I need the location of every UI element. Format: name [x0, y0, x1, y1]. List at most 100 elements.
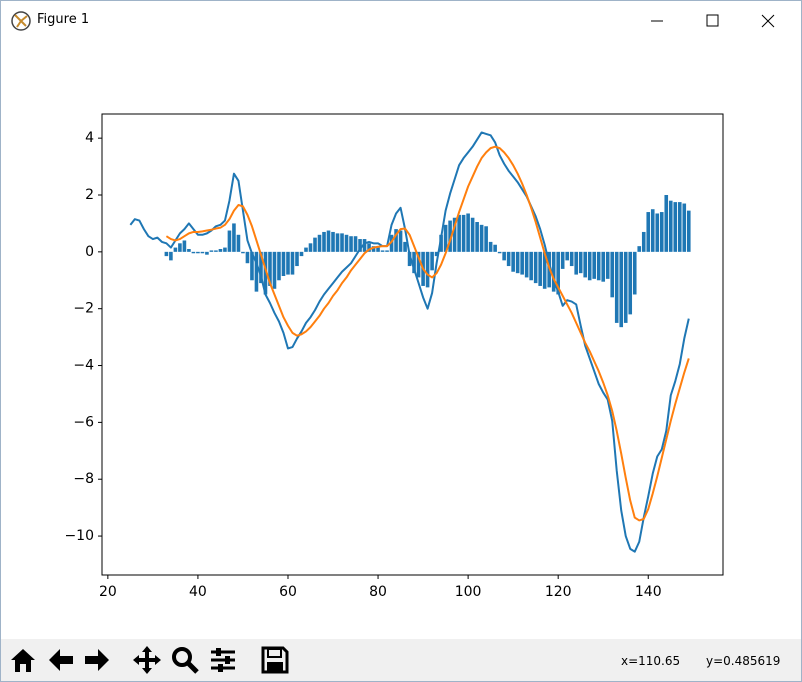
bar	[587, 251, 592, 281]
bar	[668, 200, 673, 252]
line	[129, 131, 690, 553]
bar	[632, 251, 637, 295]
bar	[677, 202, 682, 252]
bar	[218, 249, 223, 252]
bar	[254, 251, 259, 292]
bar	[290, 251, 295, 275]
bar	[466, 213, 470, 252]
bar	[515, 251, 520, 274]
bar	[299, 251, 304, 257]
bar	[641, 231, 646, 252]
bar	[272, 251, 277, 289]
y-tick-label: −8	[73, 471, 94, 487]
bar	[461, 214, 466, 252]
bar	[637, 246, 642, 252]
bar	[605, 251, 610, 279]
bar	[650, 209, 655, 252]
bar	[578, 251, 583, 274]
bar	[596, 251, 601, 281]
bar	[380, 250, 385, 252]
bar	[389, 234, 394, 252]
bar	[592, 251, 597, 279]
bar	[542, 251, 547, 289]
bar	[245, 251, 250, 264]
bar	[493, 244, 497, 252]
bar	[277, 251, 281, 281]
home-button[interactable]	[7, 644, 39, 676]
bar	[403, 241, 407, 252]
bar	[430, 251, 434, 271]
bar	[520, 251, 524, 275]
app-icon	[11, 11, 31, 31]
bar	[646, 212, 651, 252]
bar	[601, 251, 606, 282]
bar	[448, 220, 452, 252]
bar	[313, 237, 317, 252]
y-tick-label: 4	[85, 130, 94, 146]
bar	[200, 251, 205, 254]
bar	[506, 251, 511, 267]
save-button[interactable]	[259, 644, 291, 676]
bar	[178, 243, 182, 252]
bar	[326, 230, 331, 252]
back-button[interactable]	[45, 644, 77, 676]
zoom-button[interactable]	[169, 644, 201, 676]
bar	[205, 251, 209, 255]
bar	[236, 234, 241, 252]
configure-button[interactable]	[207, 644, 239, 676]
bar	[565, 251, 569, 261]
bar	[434, 251, 439, 257]
x-tick-label: 40	[189, 584, 207, 600]
bar	[628, 251, 633, 315]
bar	[182, 240, 187, 252]
bar	[398, 230, 403, 252]
close-button[interactable]	[761, 14, 775, 28]
bar	[335, 233, 340, 252]
bar	[196, 251, 200, 254]
pan-button[interactable]	[131, 644, 163, 676]
toolbar: x=110.65 y=0.485619	[1, 639, 801, 681]
bar	[529, 251, 533, 281]
bar	[511, 251, 515, 272]
y-tick-label: 2	[85, 187, 94, 203]
bar	[344, 234, 349, 252]
y-tick-label: −10	[64, 528, 94, 544]
bar	[524, 251, 529, 278]
bar	[169, 251, 173, 261]
bar	[659, 212, 664, 252]
y-tick-label: −2	[73, 301, 94, 317]
bar	[394, 229, 398, 252]
bar	[286, 251, 290, 275]
bar	[497, 251, 502, 254]
status-y: y=0.485619	[706, 654, 781, 668]
forward-button[interactable]	[81, 644, 113, 676]
x-tick-label: 80	[369, 584, 387, 600]
maximize-button[interactable]	[706, 14, 719, 27]
bar	[614, 251, 619, 323]
bar	[484, 226, 488, 252]
status-x: x=110.65	[621, 654, 681, 668]
bar	[686, 210, 691, 252]
bar	[538, 251, 542, 286]
bar	[308, 243, 313, 252]
bar	[263, 251, 268, 295]
bar	[488, 241, 493, 252]
bar	[574, 251, 578, 275]
bar	[362, 239, 367, 252]
title-bar: Figure 1	[1, 1, 801, 41]
bar	[250, 251, 254, 281]
bar	[295, 251, 299, 267]
y-tick-label: −6	[73, 414, 94, 430]
bar	[569, 251, 574, 267]
bar	[358, 239, 362, 252]
bar	[664, 195, 669, 252]
bar	[164, 251, 169, 257]
plot-area	[102, 114, 723, 575]
bar	[340, 233, 344, 252]
bar	[367, 243, 371, 252]
bar	[556, 251, 560, 295]
bar	[425, 251, 430, 288]
x-tick-label: 20	[99, 584, 117, 600]
bar	[502, 251, 506, 261]
